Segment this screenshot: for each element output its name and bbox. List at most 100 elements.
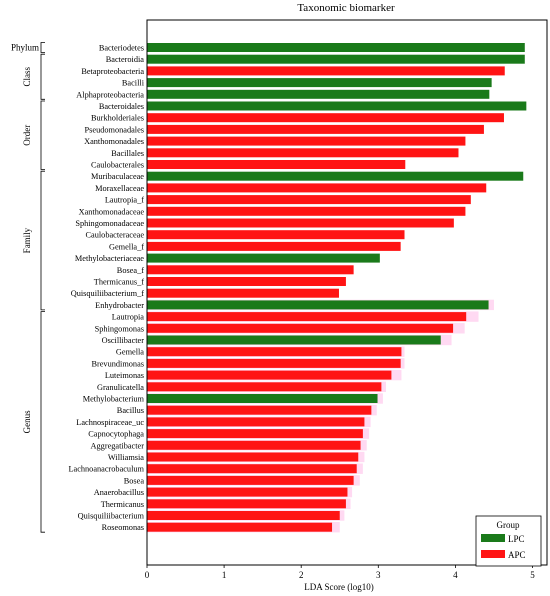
bar-brevundimonas: [147, 358, 401, 368]
bar-label-methylobacteriaceae: Methylobacteriaceae: [75, 254, 144, 263]
bar-label-sphingomonadaceae: Sphingomonadaceae: [75, 219, 144, 228]
bar-methylobacteriaceae: [147, 253, 380, 263]
group-label-phylum: Phylum: [11, 43, 39, 53]
bar-bacillus: [147, 405, 372, 415]
bar-label-quisquiliibacterium-f: Quisquiliibacterium_f: [71, 289, 145, 298]
bar-gemella-f: [147, 241, 401, 251]
bar-anaerobacillus: [147, 487, 348, 497]
bar-label-moraxellaceae: Moraxellaceae: [95, 184, 144, 193]
bar-xanthomonadales: [147, 136, 466, 146]
group-bracket-genus: [40, 311, 45, 533]
bar-label-muribaculaceae: Muribaculaceae: [91, 172, 144, 181]
x-tick-label-2: 2: [299, 570, 304, 580]
plot-frame: [146, 19, 548, 566]
bar-bosea-f: [147, 265, 354, 275]
bar-xanthomonadaceae: [147, 206, 466, 216]
bar-label-gemella-f: Gemella_f: [109, 242, 144, 251]
bar-label-betaproteobacteria: Betaproteobacteria: [81, 67, 144, 76]
x-tick-label-3: 3: [376, 570, 381, 580]
bar-label-quisquiliibacterium: Quisquiliibacterium: [78, 512, 145, 521]
bar-bacteroidia: [147, 54, 525, 64]
bar-label-lautropia: Lautropia: [112, 313, 145, 322]
bar-label-oscillibacter: Oscillibacter: [102, 336, 145, 345]
bar-gemella: [147, 347, 402, 357]
bar-label-luteimonas: Luteimonas: [105, 371, 144, 380]
group-bracket-order: [40, 100, 45, 170]
group-bracket-class: [40, 53, 45, 100]
bar-label-caulobacteraceae: Caulobacteraceae: [86, 231, 145, 240]
bar-moraxellaceae: [147, 183, 487, 193]
bar-lautropia-f: [147, 195, 471, 205]
x-tick-label-1: 1: [222, 570, 227, 580]
bar-roseomonas: [147, 522, 333, 532]
legend-swatch-apc: [481, 550, 505, 558]
x-axis-label: LDA Score (log10): [304, 582, 374, 592]
bar-lautropia: [147, 312, 467, 322]
bar-bacteroidales: [147, 101, 527, 111]
bar-label-williamsia: Williamsia: [108, 453, 144, 462]
legend-swatch-lpc: [481, 534, 505, 542]
bar-enhydrobacter: [147, 300, 489, 310]
bar-quisquiliibacterium-f: [147, 288, 339, 298]
bar-label-roseomonas: Roseomonas: [102, 523, 144, 532]
bar-muribaculaceae: [147, 171, 524, 181]
x-tick-label-4: 4: [453, 570, 458, 580]
bar-alphaproteobacteria: [147, 89, 490, 99]
bar-label-anaerobacillus: Anaerobacillus: [94, 488, 144, 497]
bar-label-pseudomonadales: Pseudomonadales: [85, 125, 144, 134]
bar-label-capnocytophaga: Capnocytophaga: [88, 430, 144, 439]
bar-williamsia: [147, 452, 359, 462]
bar-label-bacillus: Bacillus: [117, 406, 144, 415]
bar-betaproteobacteria: [147, 66, 505, 76]
bar-label-aggregatibacter: Aggregatibacter: [91, 441, 145, 450]
bar-label-bacillales: Bacillales: [111, 149, 144, 158]
bar-granulicatella: [147, 382, 382, 392]
bar-label-lachnoanacrobaculum: Lachnoanacrobaculum: [68, 465, 144, 474]
bar-label-thermicanus-f: Thermicanus_f: [94, 278, 144, 287]
chart-title: Taxonomic biomarker: [297, 2, 395, 14]
bar-label-bacilli: Bacilli: [122, 79, 145, 88]
bar-label-brevundimonas: Brevundimonas: [91, 359, 144, 368]
bar-bacteriodetes: [147, 43, 525, 52]
bar-lachnospiraceae-uc: [147, 417, 365, 427]
bar-label-caulobacterales: Caulobacterales: [91, 161, 144, 170]
bar-bacilli: [147, 78, 492, 88]
bar-bacillales: [147, 148, 459, 158]
group-label-genus: Genus: [22, 410, 32, 433]
bar-label-bacteriodetes: Bacteriodetes: [99, 44, 144, 53]
bar-quisquiliibacterium: [147, 511, 340, 520]
bar-label-alphaproteobacteria: Alphaproteobacteria: [76, 90, 144, 99]
bar-label-thermicanus: Thermicanus: [101, 500, 144, 509]
bar-label-bacteroidales: Bacteroidales: [99, 102, 144, 111]
bar-sphingomonas: [147, 323, 454, 333]
bar-label-bacteroidia: Bacteroidia: [106, 55, 145, 64]
bar-caulobacterales: [147, 160, 406, 169]
bar-label-granulicatella: Granulicatella: [97, 383, 144, 392]
legend-title: Group: [497, 520, 520, 530]
bar-label-sphingomonas: Sphingomonas: [95, 324, 144, 333]
bar-label-xanthomonadales: Xanthomonadales: [84, 137, 144, 146]
group-label-class: Class: [22, 67, 32, 87]
bar-thermicanus: [147, 499, 346, 509]
bar-lachnoanacrobaculum: [147, 464, 357, 474]
group-bracket-family: [40, 170, 45, 311]
bar-pseudomonadales: [147, 124, 484, 134]
bar-label-burkholderiales: Burkholderiales: [91, 114, 144, 123]
x-tick-label-5: 5: [530, 570, 535, 580]
bar-thermicanus-f: [147, 277, 346, 286]
bar-label-bosea-f: Bosea_f: [117, 266, 144, 275]
bar-caulobacteraceae: [147, 230, 405, 240]
bar-label-lautropia-f: Lautropia_f: [105, 196, 144, 205]
bar-label-bosea: Bosea: [124, 476, 145, 485]
bar-label-xanthomonadaceae: Xanthomonadaceae: [79, 207, 145, 216]
bar-label-gemella: Gemella: [116, 348, 144, 357]
legend: Group LPC APC: [475, 515, 542, 567]
bar-capnocytophaga: [147, 429, 363, 439]
bar-burkholderiales: [147, 113, 504, 123]
bar-label-lachnospiraceae-uc: Lachnospiraceae_uc: [76, 418, 144, 427]
bar-label-methylobacterium: Methylobacterium: [83, 395, 145, 404]
group-label-order: Order: [22, 125, 32, 146]
legend-label-apc: APC: [508, 550, 526, 560]
group-bracket-phylum: [40, 42, 45, 53]
